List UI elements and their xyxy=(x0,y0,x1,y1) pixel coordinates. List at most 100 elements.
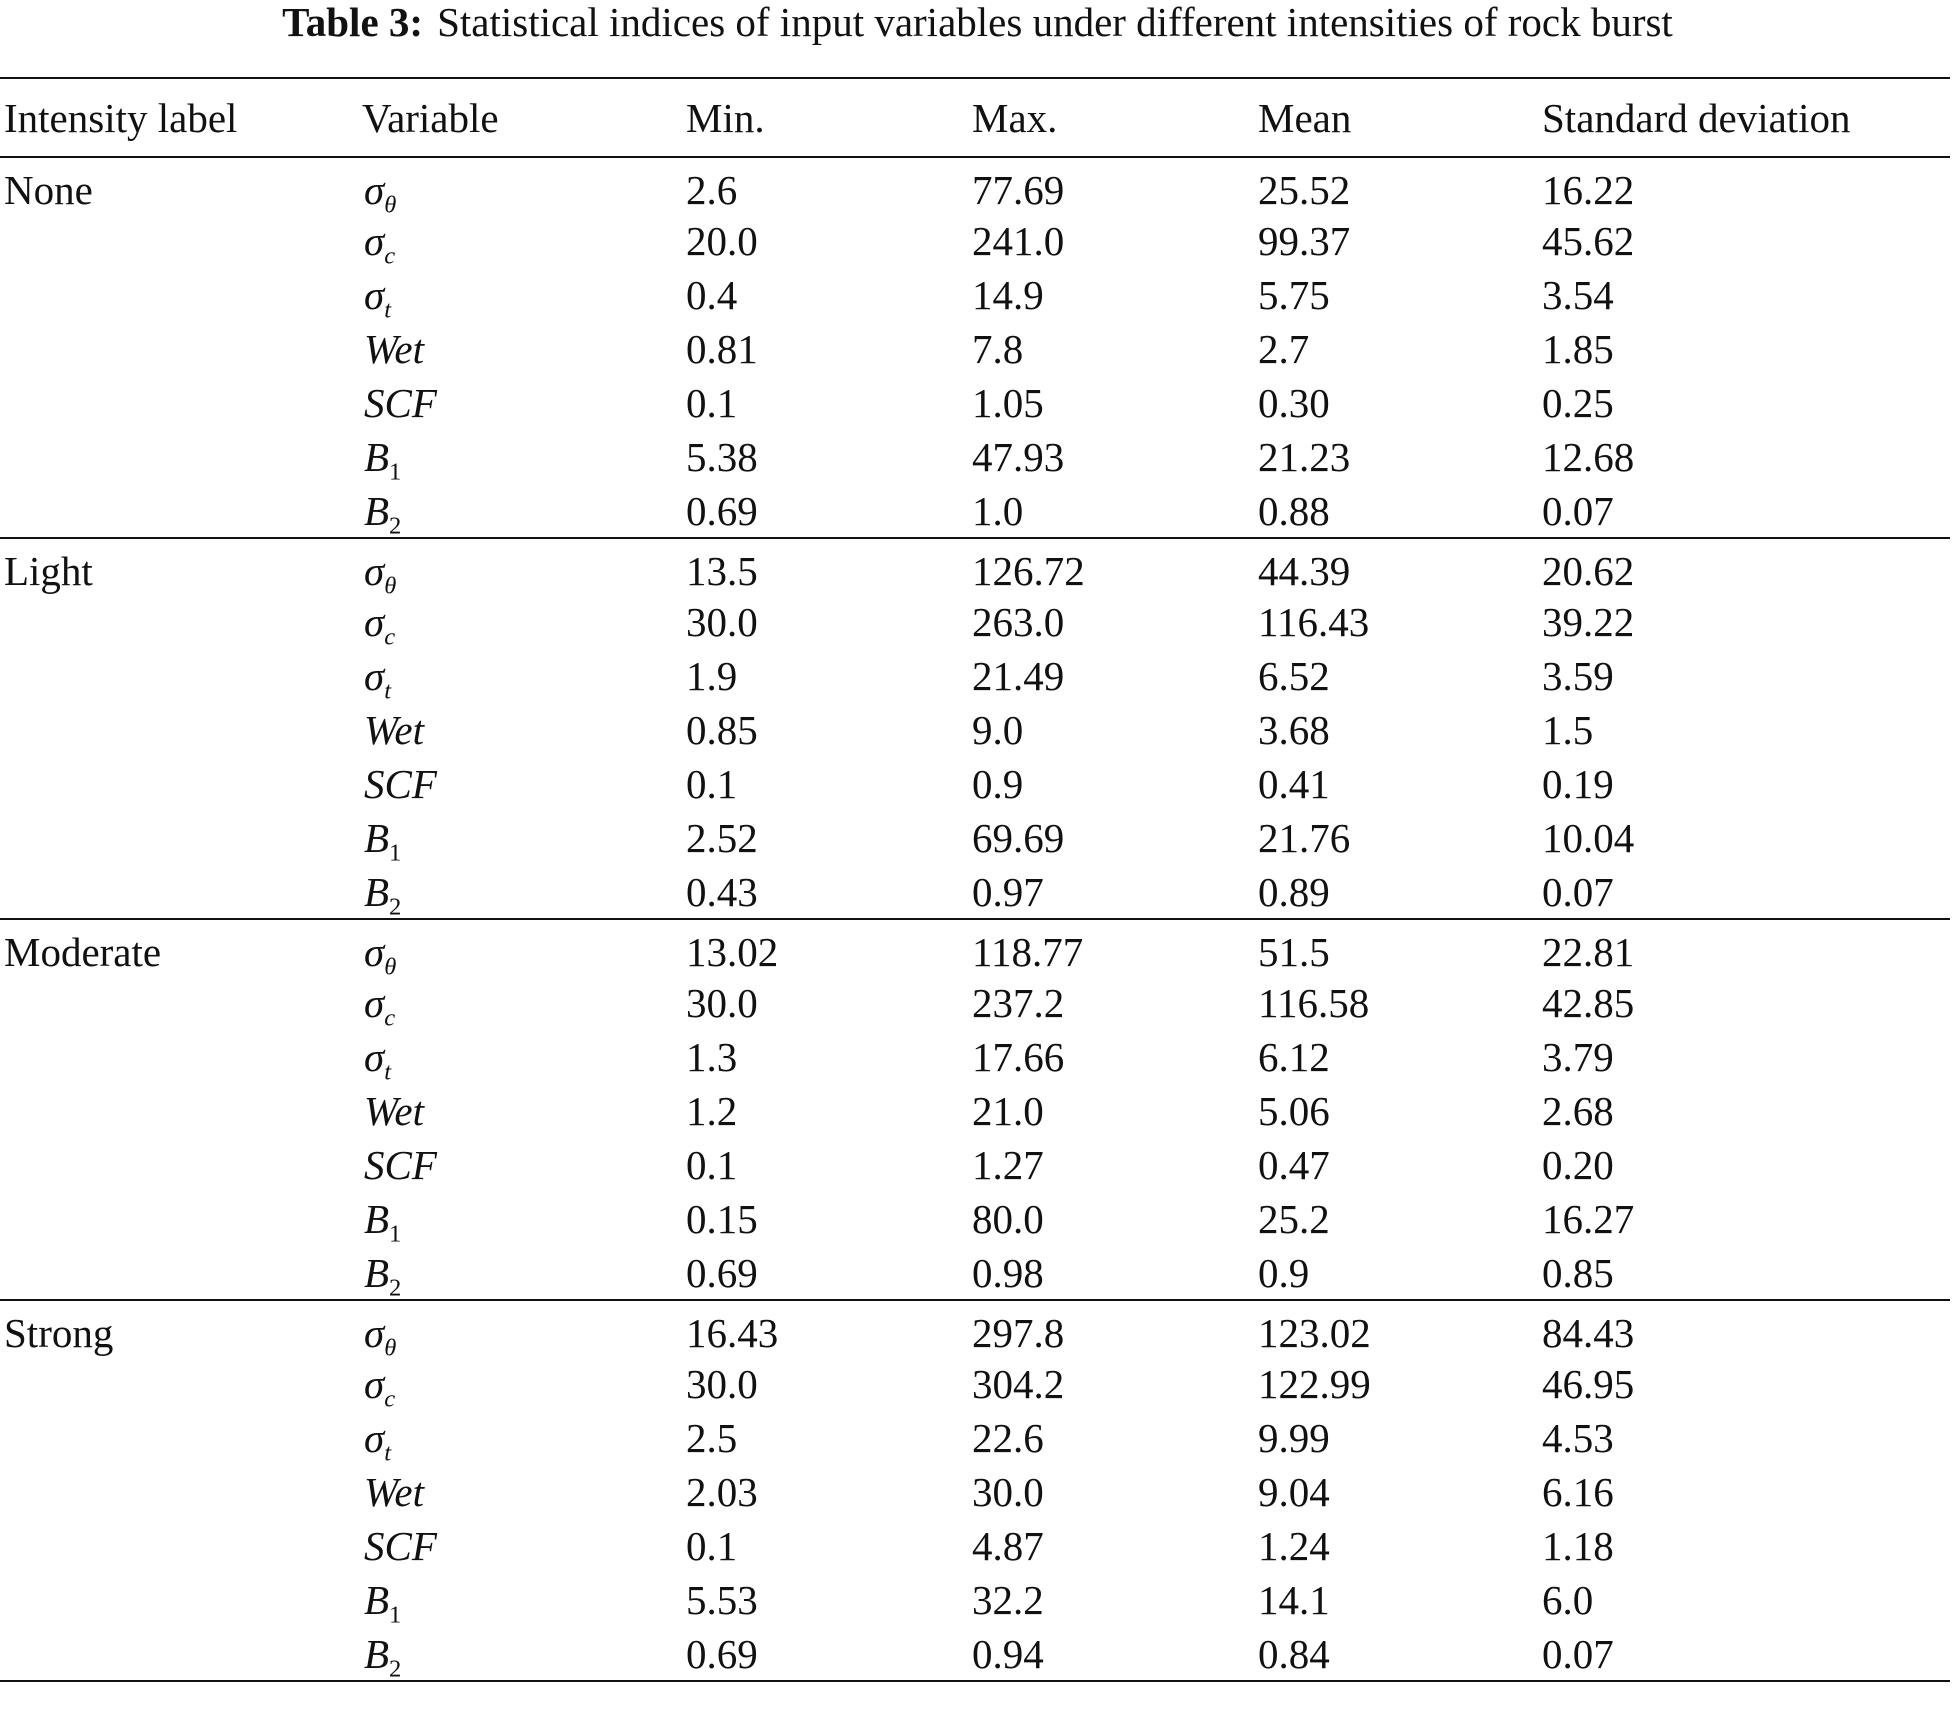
table-row: Wet 0.81 7.8 2.7 1.85 xyxy=(0,322,1950,376)
intensity-label-cell xyxy=(0,1357,358,1411)
variable-base: SCF xyxy=(364,1523,437,1569)
min-cell: 1.2 xyxy=(686,1088,738,1134)
variable-cell: σθ xyxy=(358,919,682,979)
variable-cell: SCF xyxy=(358,1519,682,1573)
intensity-label-cell xyxy=(0,1030,358,1084)
mean-cell: 6.12 xyxy=(1258,1034,1330,1080)
max-cell: 21.0 xyxy=(972,1088,1044,1134)
variable-symbol: Wet xyxy=(362,707,424,753)
table-row: B2 0.69 1.0 0.88 0.07 xyxy=(0,484,1950,538)
variable-base: B xyxy=(364,868,390,915)
max-cell: 1.27 xyxy=(972,1142,1044,1188)
min-cell: 2.6 xyxy=(686,167,738,213)
variable-subscript: θ xyxy=(384,1334,397,1362)
max-cell: 0.98 xyxy=(972,1249,1044,1296)
variable-base: σ xyxy=(364,653,385,699)
mean-cell: 5.75 xyxy=(1258,272,1330,318)
min-cell: 2.52 xyxy=(686,815,758,861)
mean-cell: 44.39 xyxy=(1258,548,1351,594)
mean-cell: 0.47 xyxy=(1258,1142,1330,1188)
variable-symbol: σθ xyxy=(362,167,396,217)
variable-cell: Wet xyxy=(358,703,682,757)
intensity-label-cell xyxy=(0,1519,358,1573)
intensity-label-cell: Light xyxy=(0,538,358,595)
max-cell: 80.0 xyxy=(972,1196,1044,1242)
variable-base: SCF xyxy=(364,1142,437,1188)
variable-cell: σt xyxy=(358,1411,682,1465)
min-cell: 0.69 xyxy=(686,487,758,534)
variable-symbol: B2 xyxy=(362,1249,401,1300)
intensity-label-cell xyxy=(0,376,358,430)
table-row: B1 5.38 47.93 21.23 12.68 xyxy=(0,430,1950,484)
mean-cell: 25.52 xyxy=(1258,167,1351,213)
variable-base: B xyxy=(364,1196,390,1242)
sd-cell: 6.16 xyxy=(1542,1469,1614,1515)
variable-cell: SCF xyxy=(358,1138,682,1192)
table-row: σc 20.0 241.0 99.37 45.62 xyxy=(0,214,1950,268)
variable-subscript: 2 xyxy=(389,893,402,921)
intensity-label-cell xyxy=(0,703,358,757)
intensity-label-cell xyxy=(0,214,358,268)
intensity-label-cell xyxy=(0,649,358,703)
max-cell: 1.05 xyxy=(972,380,1044,426)
variable-base: σ xyxy=(364,980,385,1026)
mean-cell: 0.9 xyxy=(1258,1249,1310,1296)
sd-cell: 39.22 xyxy=(1542,599,1635,645)
intensity-label-cell xyxy=(0,811,358,865)
sd-cell: 3.59 xyxy=(1542,653,1614,699)
sd-cell: 0.20 xyxy=(1542,1142,1614,1188)
max-cell: 22.6 xyxy=(972,1415,1044,1461)
min-cell: 0.1 xyxy=(686,761,738,807)
intensity-label-cell xyxy=(0,484,358,538)
mean-cell: 116.43 xyxy=(1258,599,1370,645)
max-cell: 47.93 xyxy=(972,434,1065,480)
variable-subscript: 1 xyxy=(389,839,402,867)
sd-cell: 16.22 xyxy=(1542,167,1635,213)
variable-cell: σc xyxy=(358,976,682,1030)
max-cell: 304.2 xyxy=(972,1361,1065,1407)
mean-cell: 1.24 xyxy=(1258,1523,1330,1569)
mean-cell: 122.99 xyxy=(1258,1361,1371,1407)
variable-cell: σθ xyxy=(358,157,682,217)
variable-base: σ xyxy=(364,272,385,318)
min-cell: 0.81 xyxy=(686,326,758,372)
table-row: B1 5.53 32.2 14.1 6.0 xyxy=(0,1573,1950,1627)
mean-cell: 14.1 xyxy=(1258,1577,1330,1623)
mean-cell: 25.2 xyxy=(1258,1196,1330,1242)
intensity-label: Moderate xyxy=(4,929,162,975)
variable-symbol: σt xyxy=(362,653,391,703)
variable-symbol: B2 xyxy=(362,868,401,919)
variable-base: SCF xyxy=(364,380,437,426)
max-cell: 7.8 xyxy=(972,326,1024,372)
table-caption: Table 3: Statistical indices of input var… xyxy=(0,0,1955,44)
mean-cell: 0.89 xyxy=(1258,868,1330,915)
variable-subscript: θ xyxy=(384,953,397,981)
intensity-label-cell xyxy=(0,322,358,376)
sd-cell: 0.85 xyxy=(1542,1249,1614,1296)
variable-base: σ xyxy=(364,1034,385,1080)
variable-symbol: B1 xyxy=(362,434,401,484)
min-cell: 0.69 xyxy=(686,1630,758,1677)
variable-symbol: B1 xyxy=(362,815,401,865)
min-cell: 0.1 xyxy=(686,380,738,426)
table-row: B2 0.69 0.98 0.9 0.85 xyxy=(0,1246,1950,1300)
table-row: SCF 0.1 1.27 0.47 0.20 xyxy=(0,1138,1950,1192)
variable-base: B xyxy=(364,1630,390,1677)
variable-base: σ xyxy=(364,1310,385,1356)
variable-symbol: SCF xyxy=(362,1523,437,1569)
sd-cell: 0.07 xyxy=(1542,1630,1614,1677)
variable-base: Wet xyxy=(364,707,424,753)
table-caption-text: Statistical indices of input variables u… xyxy=(437,0,1673,45)
sd-cell: 4.53 xyxy=(1542,1415,1614,1461)
variable-subscript: c xyxy=(384,242,396,270)
variable-base: σ xyxy=(364,167,385,213)
min-cell: 0.1 xyxy=(686,1142,738,1188)
variable-base: B xyxy=(364,1249,390,1296)
table-row: σt 2.5 22.6 9.99 4.53 xyxy=(0,1411,1950,1465)
variable-subscript: t xyxy=(384,296,392,324)
max-cell: 126.72 xyxy=(972,548,1085,594)
table-row: σc 30.0 237.2 116.58 42.85 xyxy=(0,976,1950,1030)
mean-cell: 0.41 xyxy=(1258,761,1330,807)
variable-base: B xyxy=(364,434,390,480)
variable-subscript: t xyxy=(384,1058,392,1086)
